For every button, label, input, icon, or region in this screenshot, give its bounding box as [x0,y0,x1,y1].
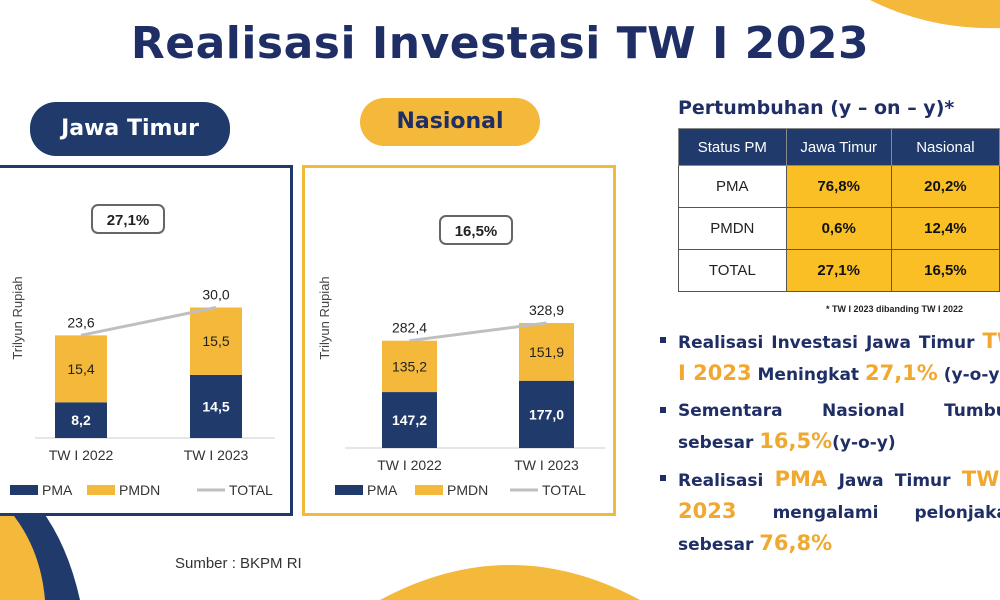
bar-pmdn [190,307,242,375]
chart-nasional-title: Nasional [360,98,540,146]
y-axis-label: Trilyun Rupiah [317,276,332,359]
legend-label: PMDN [119,482,160,498]
header-nasional: Nasional [890,128,1000,166]
bullet-highlight: 27,1% [864,361,938,385]
value-nasional: 16,5% [890,249,1000,292]
corner-decoration-bottom-center [380,565,640,600]
bullet-marker-icon [660,475,666,481]
growth-label: 16,5% [455,223,498,240]
bullet-highlight: PMA [774,467,828,491]
series-line-total [409,321,547,343]
legend-label: PMA [367,482,398,498]
data-label-pmdn: 151,9 [529,344,564,360]
table-row: PMDN 0,6% 12,4% [678,207,1000,250]
bar-pmdn [382,340,437,393]
y-axis-label: Trilyun Rupiah [10,276,25,359]
data-label-total: 328,9 [529,302,564,318]
data-label-pma: 147,2 [392,412,427,428]
x-tick-label: TW I 2023 [514,457,579,473]
legend-label: TOTAL [229,482,273,498]
value-nasional: 20,2% [890,165,1000,208]
legend-label: PMDN [447,482,488,498]
data-label-pmdn: 15,5 [202,333,229,349]
data-label-pma: 8,2 [71,412,91,428]
data-label-pmdn: 15,4 [67,361,94,377]
data-label-total: 30,0 [202,287,229,303]
legend-swatch [10,485,38,495]
bullet-highlight: TW I 2023 [678,329,1000,385]
row-label: TOTAL [678,249,787,292]
x-tick-label: TW I 2023 [184,447,249,463]
legend-swatch [335,485,363,495]
growth-table-note: * TW I 2023 dibanding TW I 2022 [826,304,964,314]
chart-panel-jawa-timur: Trilyun Rupiah 8,2 15,4 23,6 TW I 2022 14,5 15… [0,165,293,516]
bullet-item: Sementara Nasional Tumbuh sebesar 16,5%(… [660,396,1000,458]
growth-label: 27,1% [107,212,150,229]
bullet-text: (y-o-y) [832,433,896,453]
value-nasional: 12,4% [890,207,1000,250]
bullet-item: Realisasi Investasi Jawa Timur TW I 2023… [660,326,1000,390]
value-jatim: 27,1% [785,249,892,292]
bullet-text: mengalami pelonjakan sebesar [678,503,1000,555]
growth-table: Status PM Jawa Timur Nasional PMA 76,8% … [678,128,1000,292]
bar-pma [382,392,437,448]
row-label: PMA [678,165,787,208]
bullet-highlight: 16,5% [759,429,833,453]
bar-pmdn [55,335,107,403]
growth-badge [91,204,165,234]
growth-table-header-row: Status PM Jawa Timur Nasional [678,128,1000,166]
table-row: PMA 76,8% 20,2% [678,165,1000,208]
growth-table-title: Pertumbuhan (y – on – y)* [678,97,955,119]
bar-pma [55,402,107,438]
data-label-pma: 14,5 [202,398,229,414]
bullet-marker-icon [660,337,666,343]
data-label-pma: 177,0 [529,406,564,422]
header-jatim: Jawa Timur [785,128,892,166]
chart-nasional: Trilyun Rupiah 147,2 135,2 282,4 TW I 2022 17… [317,215,605,498]
row-label: PMDN [678,207,787,250]
table-row: TOTAL 27,1% 16,5% [678,249,1000,292]
growth-badge [439,215,513,245]
bullet-item: Realisasi PMA Jawa Timur TW I 2023 menga… [660,464,1000,560]
bar-pma [519,380,574,448]
series-line-total [80,306,217,337]
data-label-total: 282,4 [392,320,427,336]
legend-label: TOTAL [542,482,586,498]
bullet-text: Realisasi [678,471,775,491]
chart-jawa-timur: Trilyun Rupiah 8,2 15,4 23,6 TW I 2022 14,5 15… [10,204,275,498]
bullet-text: (y-o-y), [943,365,1000,385]
legend-swatch [87,485,115,495]
bullet-text: Jawa Timur [827,471,962,491]
bullet-text: Meningkat [751,365,865,385]
source-note: Sumber : BKPM RI [175,555,302,572]
bullet-marker-icon [660,407,666,413]
x-tick-label: TW I 2022 [377,457,442,473]
chart-panel-nasional: Trilyun Rupiah 147,2 135,2 282,4 TW I 2022 17… [302,165,616,516]
value-jatim: 0,6% [785,207,892,250]
data-label-pmdn: 135,2 [392,358,427,374]
legend-swatch [415,485,443,495]
bullet-text: Sementara Nasional Tumbuh sebesar [678,401,1000,453]
bullet-text: Realisasi Investasi Jawa Timur [678,333,983,353]
bar-pma [190,374,242,438]
bullet-highlight: 76,8% [759,531,833,555]
value-jatim: 76,8% [785,165,892,208]
data-label-total: 23,6 [67,314,94,330]
page-title: Realisasi Investasi TW I 2023 [130,18,870,69]
bar-pmdn [519,323,574,381]
bullet-highlight: TW I 2023 [678,467,1000,523]
chart-jatim-title: Jawa Timur [30,102,230,156]
x-tick-label: TW I 2022 [49,447,114,463]
bullet-list: Realisasi Investasi Jawa Timur TW I 2023… [660,326,1000,566]
legend-label: PMA [42,482,73,498]
header-status: Status PM [678,128,787,166]
